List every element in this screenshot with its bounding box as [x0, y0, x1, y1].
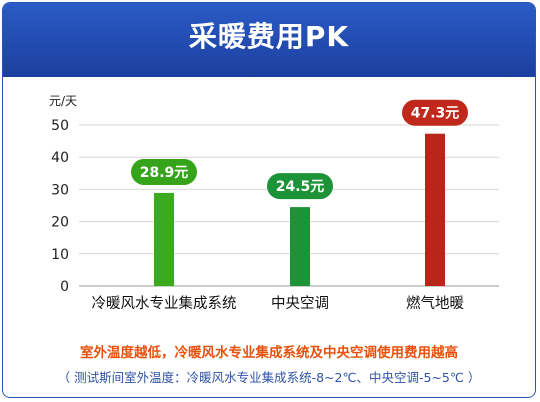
y-tick-label: 0 [60, 279, 69, 295]
y-tick-label: 50 [51, 118, 69, 134]
x-category-label: 冷暖风水专业集成系统 [92, 295, 237, 312]
conclusion-note: 室外温度越低，冷暖风水专业集成系统及中央空调使用费用越高 [80, 345, 458, 361]
comparison-card: 采暖费用PK 元/天 0 10 20 30 40 50 冷暖风水专业集成系统 中央空调 燃气地… [2, 2, 536, 398]
x-category-label: 燃气地暖 [406, 294, 464, 312]
value-label-pill [267, 173, 333, 200]
value-label: 47.3元 [411, 106, 460, 122]
bar [154, 192, 174, 286]
value-label: 28.9元 [140, 165, 189, 181]
x-category-label: 中央空调 [271, 295, 329, 312]
y-tick-label: 40 [51, 150, 69, 166]
page-title: 采暖费用PK [188, 20, 350, 53]
header-banner: 采暖费用PK [3, 3, 535, 77]
value-label: 24.5元 [276, 179, 325, 195]
test-condition-note: （ 测试斯间室外温度：冷暖风水专业集成系统-8~2℃、中央空调-5~5℃ ） [57, 370, 481, 385]
cost-bar-chart: 元/天 0 10 20 30 40 50 冷暖风水专业集成系统 中央空调 燃气地暖 28.9元… [49, 94, 499, 312]
bar [425, 133, 445, 286]
y-tick-label: 10 [51, 247, 69, 263]
y-tick-label: 30 [51, 182, 69, 198]
bar [290, 207, 310, 286]
y-tick-label: 20 [51, 215, 69, 231]
y-axis-unit-label: 元/天 [49, 94, 77, 108]
value-label-pill [402, 99, 468, 126]
value-label-pill [131, 158, 197, 185]
